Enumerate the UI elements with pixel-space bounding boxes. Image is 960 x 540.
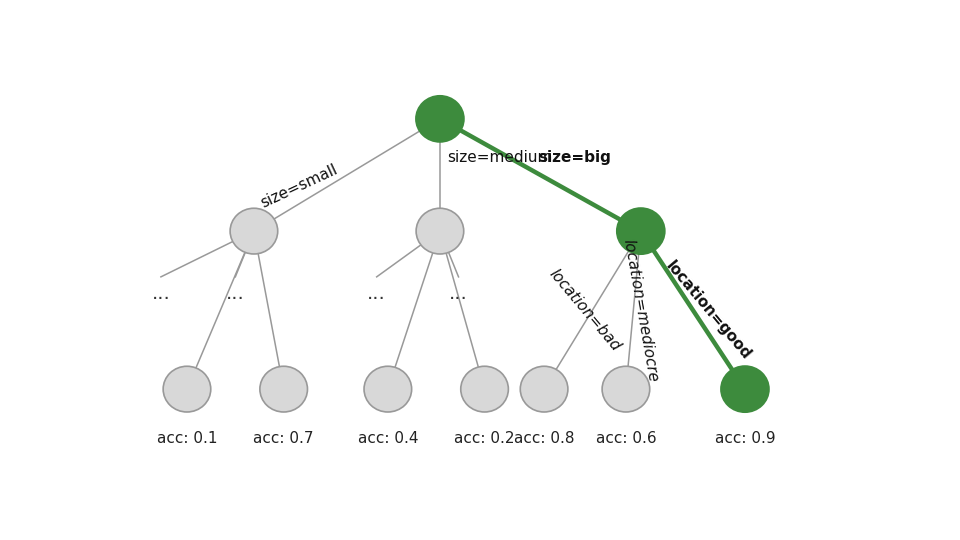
Ellipse shape xyxy=(602,366,650,412)
Text: location=mediocre: location=mediocre xyxy=(621,238,660,383)
Ellipse shape xyxy=(163,366,211,412)
Text: size=small: size=small xyxy=(257,161,340,211)
Text: acc: 0.6: acc: 0.6 xyxy=(595,431,657,445)
Text: ...: ... xyxy=(152,284,170,303)
Text: acc: 0.8: acc: 0.8 xyxy=(514,431,574,445)
Text: location=bad: location=bad xyxy=(546,266,624,354)
Text: size=medium: size=medium xyxy=(447,150,553,165)
Ellipse shape xyxy=(416,96,464,141)
Text: acc: 0.4: acc: 0.4 xyxy=(357,431,419,445)
Ellipse shape xyxy=(416,208,464,254)
Text: acc: 0.7: acc: 0.7 xyxy=(253,431,314,445)
Ellipse shape xyxy=(520,366,568,412)
Ellipse shape xyxy=(230,208,277,254)
Ellipse shape xyxy=(260,366,307,412)
Text: location=good: location=good xyxy=(662,258,754,362)
Text: size=big: size=big xyxy=(538,150,611,165)
Ellipse shape xyxy=(364,366,412,412)
Text: ...: ... xyxy=(449,284,468,303)
Ellipse shape xyxy=(617,208,664,254)
Text: ...: ... xyxy=(226,284,245,303)
Text: acc: 0.9: acc: 0.9 xyxy=(714,431,776,445)
Ellipse shape xyxy=(721,366,769,412)
Text: acc: 0.1: acc: 0.1 xyxy=(156,431,217,445)
Text: acc: 0.2: acc: 0.2 xyxy=(454,431,515,445)
Ellipse shape xyxy=(461,366,509,412)
Text: ...: ... xyxy=(368,284,386,303)
